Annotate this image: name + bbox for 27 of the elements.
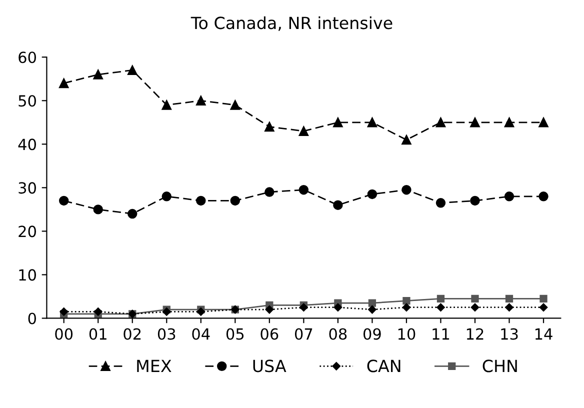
chart-title: To Canada, NR intensive bbox=[190, 16, 392, 31]
x-tick-label: 14 bbox=[535, 328, 552, 340]
x-tick-label: 08 bbox=[329, 328, 347, 340]
y-tick-label: 0 bbox=[28, 312, 36, 324]
x-tick-label: 04 bbox=[192, 328, 210, 340]
x-tick-label: 12 bbox=[466, 328, 484, 340]
legend-label: CAN bbox=[367, 360, 400, 372]
y-tick-label: 50 bbox=[18, 95, 36, 107]
x-tick-label: 13 bbox=[501, 328, 518, 340]
legend-label: USA bbox=[253, 360, 286, 372]
x-tick-label: 11 bbox=[432, 328, 450, 340]
y-tick-label: 10 bbox=[19, 269, 36, 281]
legend-label: MEX bbox=[137, 360, 172, 372]
x-tick-label: 09 bbox=[363, 328, 381, 340]
legend-label: CHN bbox=[482, 360, 517, 372]
x-tick-label: 01 bbox=[89, 328, 106, 340]
x-tick-label: 07 bbox=[294, 328, 312, 340]
x-tick-label: 05 bbox=[226, 328, 244, 340]
y-tick-label: 20 bbox=[18, 226, 36, 238]
x-tick-label: 10 bbox=[398, 328, 416, 340]
y-tick-label: 30 bbox=[18, 182, 36, 194]
x-tick-label: 02 bbox=[124, 328, 141, 340]
y-tick-label: 60 bbox=[18, 52, 36, 64]
x-tick-label: 00 bbox=[55, 328, 73, 340]
y-tick-label: 40 bbox=[18, 138, 36, 150]
x-tick-label: 03 bbox=[158, 328, 176, 340]
x-tick-label: 06 bbox=[260, 328, 278, 340]
